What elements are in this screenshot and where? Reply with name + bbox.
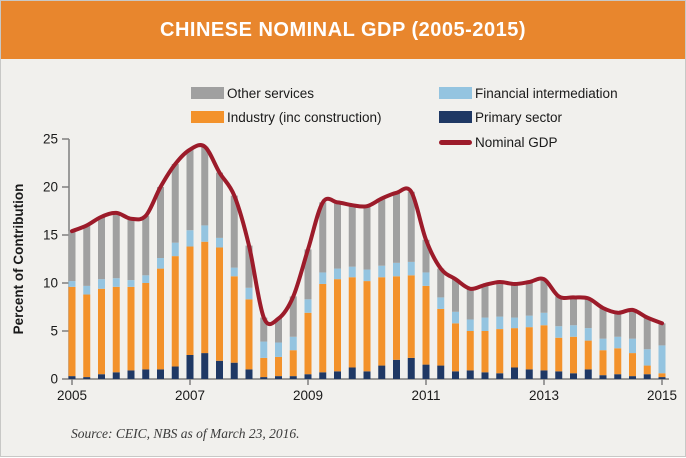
source-note: Source: CEIC, NBS as of March 23, 2016. [71, 426, 300, 441]
svg-text:0: 0 [50, 372, 58, 387]
svg-text:20: 20 [43, 180, 58, 195]
svg-text:2009: 2009 [293, 388, 323, 403]
svg-text:2007: 2007 [175, 388, 205, 403]
legend-label-financial-intermediation: Financial intermediation [475, 85, 618, 101]
legend-label-nominal-gdp: Nominal GDP [475, 134, 558, 150]
svg-text:25: 25 [43, 132, 58, 147]
industry-swatch-icon [191, 111, 224, 123]
legend-item-industry: Industry (inc construction) [191, 109, 382, 125]
svg-text:Percent of Contribution: Percent of Contribution [11, 184, 26, 335]
legend-label-other-services: Other services [227, 85, 315, 101]
chart-header: CHINESE NOMINAL GDP (2005-2015) [1, 1, 685, 59]
financial-intermediation-swatch-icon [439, 87, 472, 99]
legend-item-primary-sector: Primary sector [439, 109, 562, 125]
svg-text:2005: 2005 [57, 388, 87, 403]
primary-sector-swatch-icon [439, 111, 472, 123]
other-services-swatch-icon [191, 87, 224, 99]
svg-text:5: 5 [50, 324, 58, 339]
legend-label-industry: Industry (inc construction) [227, 109, 382, 125]
legend-item-other-services: Other services [191, 85, 314, 101]
legend-label-primary-sector: Primary sector [475, 109, 563, 125]
chart-title: CHINESE NOMINAL GDP (2005-2015) [160, 18, 526, 41]
svg-text:2015: 2015 [647, 388, 677, 403]
legend-item-financial-intermediation: Financial intermediation [439, 85, 618, 101]
legend-item-nominal-gdp: Nominal GDP [439, 134, 558, 150]
svg-text:2013: 2013 [529, 388, 559, 403]
svg-text:2011: 2011 [411, 388, 440, 403]
svg-text:10: 10 [43, 276, 58, 291]
nominal-gdp-line-swatch-icon [439, 139, 472, 145]
svg-text:15: 15 [43, 228, 58, 243]
